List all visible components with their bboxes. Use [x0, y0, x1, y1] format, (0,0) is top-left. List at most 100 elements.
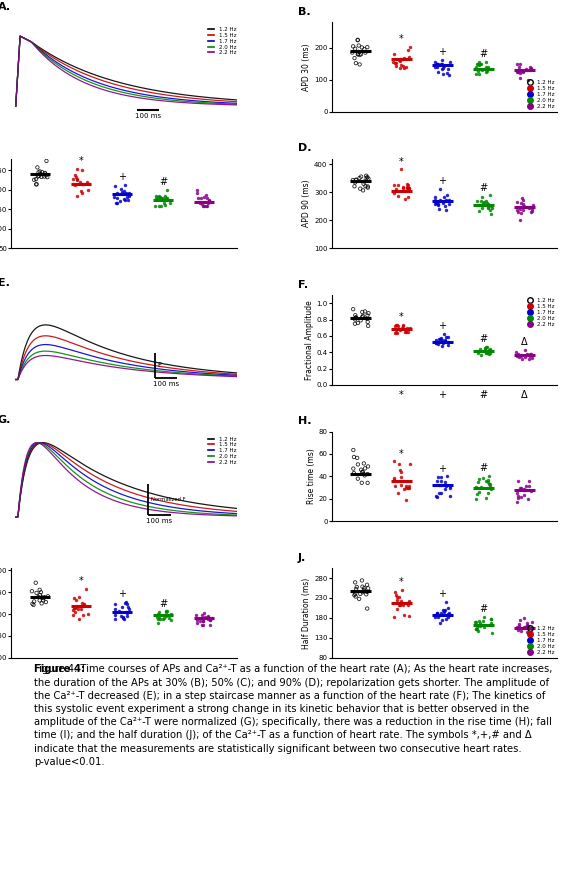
- Point: [512, 620, 521, 634]
- Text: E.: E.: [0, 278, 10, 288]
- Point: [364, 319, 373, 333]
- Point: [161, 191, 170, 205]
- Point: [484, 473, 493, 487]
- Point: [431, 336, 440, 351]
- Point: [391, 320, 400, 334]
- Point: [195, 196, 204, 210]
- Point: [74, 612, 83, 626]
- Point: [159, 611, 168, 625]
- Point: [519, 193, 528, 208]
- Point: [359, 309, 368, 323]
- Point: [433, 60, 442, 74]
- Point: [515, 614, 524, 628]
- Point: [199, 615, 208, 629]
- Point: [392, 325, 401, 339]
- Point: [118, 185, 127, 200]
- Point: [389, 56, 398, 70]
- Point: [121, 605, 130, 619]
- Point: [482, 344, 491, 358]
- Y-axis label: Rise time (ms): Rise time (ms): [307, 449, 316, 504]
- Point: [195, 614, 204, 628]
- Point: [393, 593, 402, 608]
- Point: [430, 197, 439, 211]
- Point: [79, 177, 88, 191]
- Point: [360, 468, 369, 482]
- Point: [481, 474, 490, 488]
- Point: [481, 194, 490, 208]
- Point: [363, 308, 372, 322]
- Point: [391, 56, 400, 70]
- Point: [160, 189, 169, 203]
- Point: [162, 192, 171, 206]
- Point: [434, 332, 443, 346]
- Point: [350, 450, 359, 464]
- Point: [110, 179, 119, 193]
- Point: [358, 464, 367, 479]
- Point: [401, 595, 410, 609]
- Y-axis label: Fractional Amplitude: Fractional Amplitude: [305, 300, 314, 380]
- Point: [481, 60, 490, 74]
- Text: F: F: [157, 362, 161, 368]
- Point: [523, 63, 532, 77]
- Point: [517, 624, 526, 638]
- Point: [359, 177, 368, 191]
- Point: [350, 466, 359, 480]
- Point: [444, 608, 453, 622]
- Point: [527, 485, 536, 499]
- Point: [487, 200, 496, 215]
- Point: [360, 461, 369, 475]
- Text: 100 ms: 100 ms: [153, 381, 179, 388]
- Point: [201, 610, 210, 624]
- Point: [361, 179, 370, 193]
- Point: [437, 478, 446, 492]
- Point: [167, 608, 176, 622]
- Text: #: #: [480, 604, 488, 615]
- Point: [434, 198, 443, 212]
- Point: [348, 302, 358, 316]
- Point: [484, 201, 493, 215]
- Point: [352, 582, 361, 596]
- Point: [41, 166, 50, 180]
- Point: [155, 189, 164, 203]
- Point: [34, 165, 43, 179]
- Point: [475, 485, 484, 499]
- Point: [359, 457, 368, 471]
- Point: [204, 194, 213, 208]
- Point: [193, 183, 202, 197]
- Point: [512, 350, 521, 364]
- Point: [201, 199, 210, 213]
- Point: [517, 206, 526, 220]
- Point: [430, 610, 439, 624]
- Point: [484, 60, 493, 74]
- Point: [516, 348, 525, 362]
- Point: [400, 325, 409, 339]
- Point: [513, 205, 522, 219]
- Point: [520, 343, 529, 357]
- Point: [391, 479, 400, 493]
- Point: [199, 199, 208, 213]
- Point: [487, 626, 496, 640]
- Point: [525, 479, 534, 494]
- Point: [526, 621, 535, 635]
- Point: [396, 162, 405, 177]
- Point: [436, 470, 445, 484]
- Point: [196, 195, 205, 209]
- Point: [437, 57, 446, 72]
- Point: [124, 602, 133, 616]
- Point: [42, 169, 51, 183]
- Point: [393, 319, 402, 333]
- Text: *: *: [399, 156, 404, 167]
- Point: [472, 57, 481, 72]
- Point: [69, 177, 78, 192]
- Text: *: *: [399, 313, 404, 322]
- Point: [348, 173, 358, 187]
- Point: [351, 313, 360, 327]
- Point: [440, 199, 449, 213]
- Point: [437, 53, 446, 67]
- Point: [37, 167, 46, 181]
- Point: [197, 191, 206, 205]
- Point: [519, 483, 528, 497]
- Point: [520, 621, 529, 635]
- Point: [473, 487, 482, 502]
- Point: [118, 600, 127, 614]
